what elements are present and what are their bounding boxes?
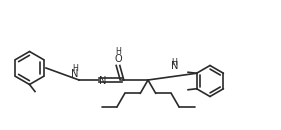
Text: H: H [171,58,177,67]
Text: N: N [71,69,78,79]
Text: N: N [171,61,178,71]
Text: O: O [114,54,122,64]
Text: H: H [115,47,121,56]
Text: H: H [72,64,78,73]
Text: N: N [99,76,107,86]
